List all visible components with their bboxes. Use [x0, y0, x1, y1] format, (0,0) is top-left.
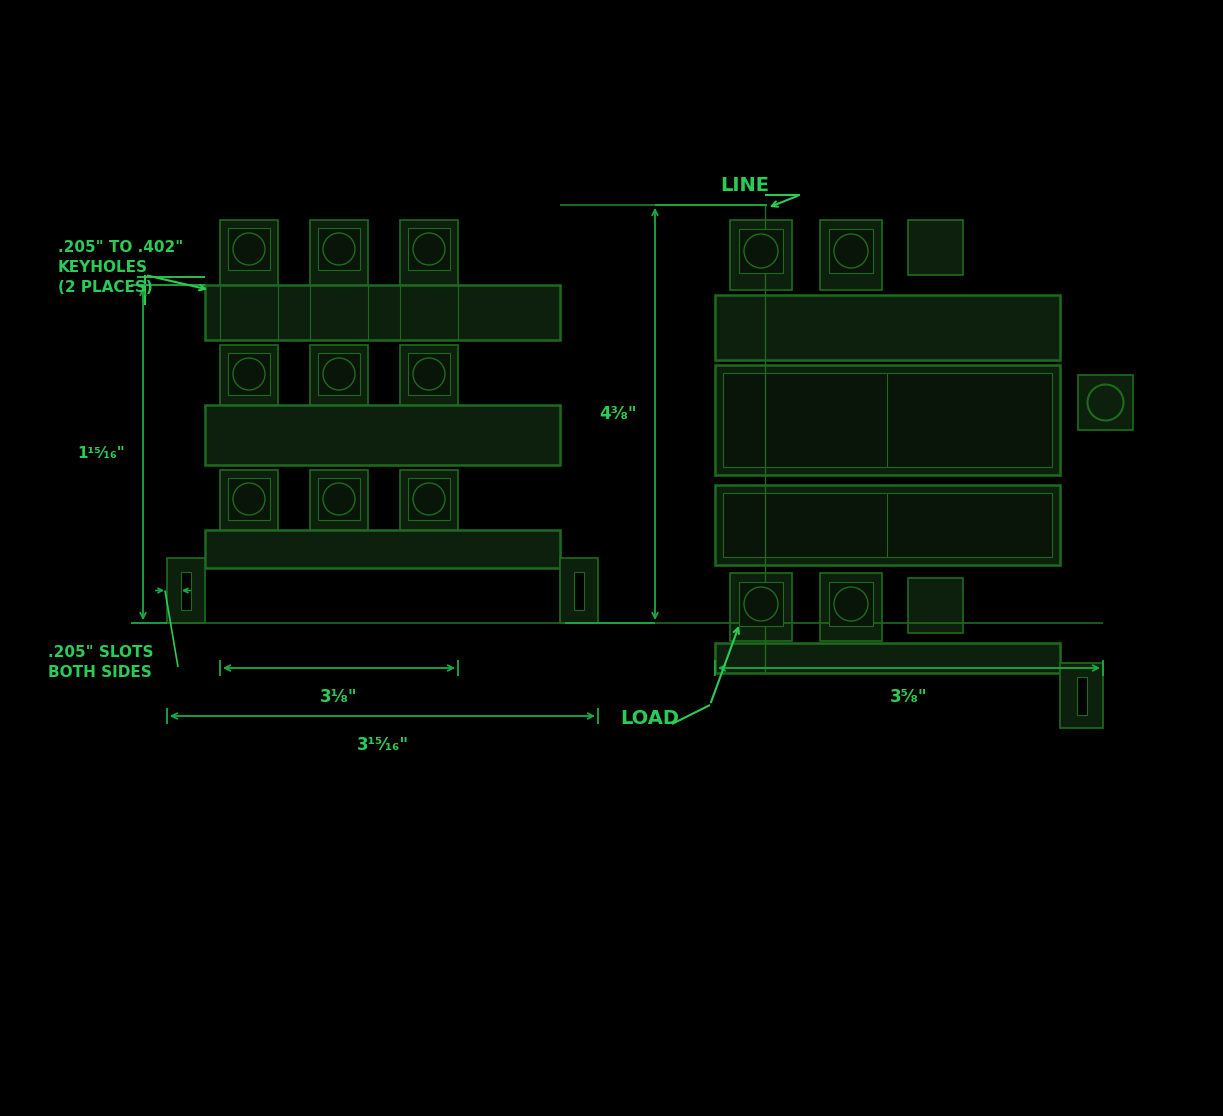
Text: .205" SLOTS
BOTH SIDES: .205" SLOTS BOTH SIDES — [48, 645, 154, 680]
Bar — [819, 220, 882, 290]
Bar — [907, 578, 963, 633]
Bar — [723, 373, 1052, 466]
Bar — [408, 478, 450, 520]
Bar — [574, 571, 585, 609]
Bar — [309, 345, 368, 405]
Bar — [220, 470, 278, 530]
Text: LOAD: LOAD — [620, 709, 679, 728]
Bar — [309, 470, 368, 530]
Text: 3¹⁄₈": 3¹⁄₈" — [320, 687, 358, 706]
Bar — [168, 558, 205, 623]
Bar — [205, 405, 560, 465]
Bar — [400, 220, 457, 285]
Text: 3¹⁵⁄₁₆": 3¹⁵⁄₁₆" — [356, 735, 408, 754]
Bar — [730, 220, 793, 290]
Bar — [309, 220, 368, 285]
Bar — [1077, 375, 1132, 430]
Bar — [829, 583, 873, 626]
Bar — [715, 485, 1060, 565]
Bar — [205, 530, 560, 568]
Bar — [227, 478, 270, 520]
Bar — [205, 285, 560, 340]
Bar — [318, 228, 360, 270]
Bar — [408, 353, 450, 395]
Text: .205" TO .402"
KEYHOLES
(2 PLACES): .205" TO .402" KEYHOLES (2 PLACES) — [57, 240, 183, 295]
Bar — [408, 228, 450, 270]
Bar — [730, 573, 793, 641]
Bar — [739, 583, 783, 626]
Bar — [220, 220, 278, 285]
Bar — [400, 470, 457, 530]
Bar — [715, 295, 1060, 360]
Text: 4³⁄₈": 4³⁄₈" — [599, 405, 637, 423]
Bar — [829, 229, 873, 273]
Bar — [181, 571, 191, 609]
Bar — [220, 345, 278, 405]
Bar — [819, 573, 882, 641]
Bar — [1076, 676, 1086, 714]
Bar — [1060, 663, 1103, 728]
Bar — [723, 493, 1052, 557]
Bar — [227, 228, 270, 270]
Bar — [227, 353, 270, 395]
Bar — [907, 220, 963, 275]
Bar — [560, 558, 598, 623]
Bar — [739, 229, 783, 273]
Text: 3⁵⁄₈": 3⁵⁄₈" — [890, 687, 928, 706]
Bar — [318, 353, 360, 395]
Bar — [318, 478, 360, 520]
Bar — [400, 345, 457, 405]
Bar — [715, 365, 1060, 475]
Text: 1¹⁵⁄₁₆": 1¹⁵⁄₁₆" — [77, 446, 125, 462]
Bar — [715, 643, 1060, 673]
Text: LINE: LINE — [720, 176, 769, 195]
